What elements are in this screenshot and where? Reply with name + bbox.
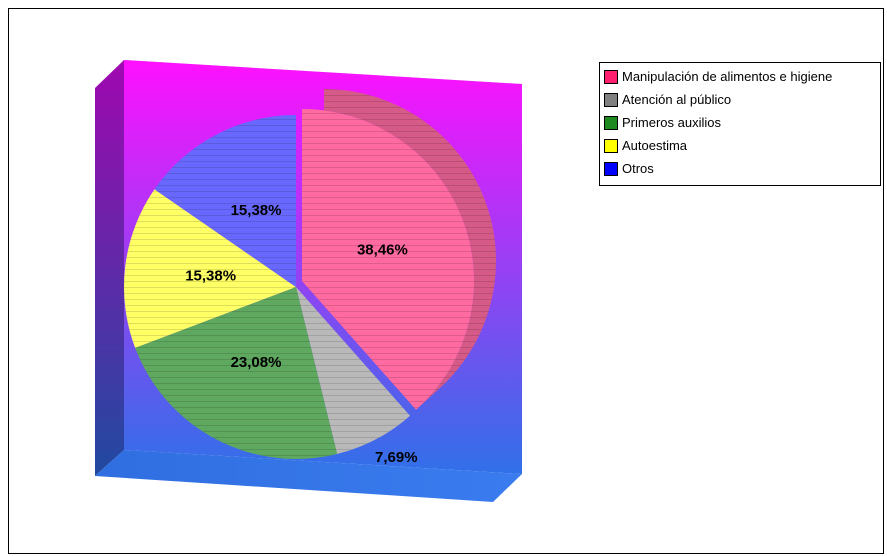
data-labels: 38,46% 7,69% 23,08% 15,38% 15,38% — [185, 202, 417, 466]
legend-item-manipulacion-de-alimentos-e-higiene: Manipulación de alimentos e higiene — [604, 65, 880, 88]
data-label-autoestima: 15,38% — [185, 268, 236, 285]
legend-label: Primeros auxilios — [622, 115, 721, 130]
legend-label: Manipulación de alimentos e higiene — [622, 69, 833, 84]
data-label-manipulacion-de-alimentos-e-higiene: 38,46% — [357, 241, 408, 258]
legend-item-primeros-auxilios: Primeros auxilios — [604, 111, 880, 134]
legend-swatch — [604, 161, 618, 176]
data-label-primeros-auxilios: 23,08% — [231, 354, 282, 371]
data-label-atencion-al-publico: 7,69% — [375, 449, 418, 466]
legend-item-atencion-al-publico: Atención al público — [604, 88, 880, 111]
backdrop-left-side — [95, 60, 124, 476]
legend-item-autoestima: Autoestima — [604, 134, 880, 157]
slice-hatch-atencion-al-publico — [296, 287, 411, 455]
slice-hatch-autoestima — [123, 189, 296, 348]
legend: Manipulación de alimentos e higiene Atenc… — [599, 62, 881, 186]
slice-hatch-primeros-auxilios — [135, 287, 338, 459]
pie-slices — [123, 89, 496, 459]
legend-swatch — [604, 69, 618, 84]
backdrop-bottom — [95, 450, 522, 502]
slice-hatch-otros — [154, 115, 296, 287]
data-label-otros: 15,38% — [231, 202, 282, 219]
legend-label: Atención al público — [622, 92, 732, 107]
slice-depth-hatch-manipulacion-de-alimentos-e-higiene — [302, 89, 496, 410]
legend-label: Autoestima — [622, 138, 688, 153]
legend-item-otros: Otros — [604, 157, 880, 180]
legend-swatch — [604, 138, 618, 153]
legend-swatch — [604, 115, 618, 130]
slice-hatch-manipulacion-de-alimentos-e-higiene — [302, 109, 474, 410]
legend-swatch — [604, 92, 618, 107]
legend-label: Otros — [622, 161, 654, 176]
